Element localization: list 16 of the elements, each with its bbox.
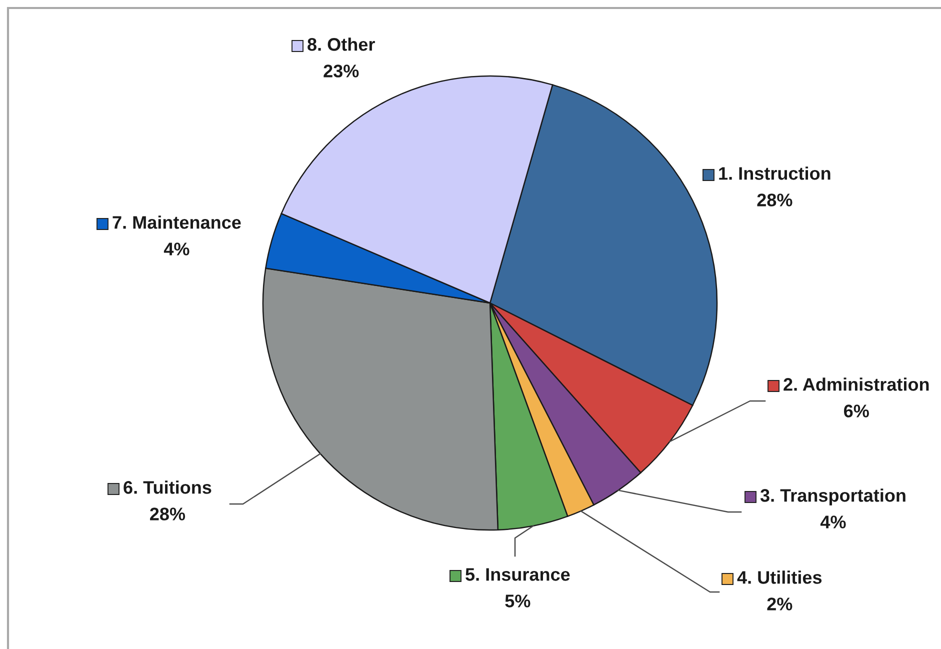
- data-label: 23%: [324, 64, 359, 78]
- legend-label: 8. Other: [308, 38, 375, 51]
- legend-label: 3. Transportation: [760, 488, 906, 506]
- legend-label: 4. Utilities: [737, 570, 822, 584]
- legend-label: 6. Tuitions: [124, 480, 212, 494]
- data-label: 28%: [150, 508, 186, 520]
- legend-label: 2. Administration: [784, 378, 929, 391]
- legend-label: 7. Maintenance: [112, 216, 241, 229]
- data-label: 6%: [844, 404, 869, 418]
- legend-label: 5. Insurance: [466, 568, 570, 581]
- data-label: 28%: [757, 194, 792, 206]
- data-label: 4%: [164, 242, 190, 256]
- legend-label: 1. Instruction: [719, 166, 830, 180]
- data-label: 2%: [767, 598, 792, 610]
- data-label: 4%: [820, 516, 846, 528]
- data-label: 5%: [505, 594, 530, 608]
